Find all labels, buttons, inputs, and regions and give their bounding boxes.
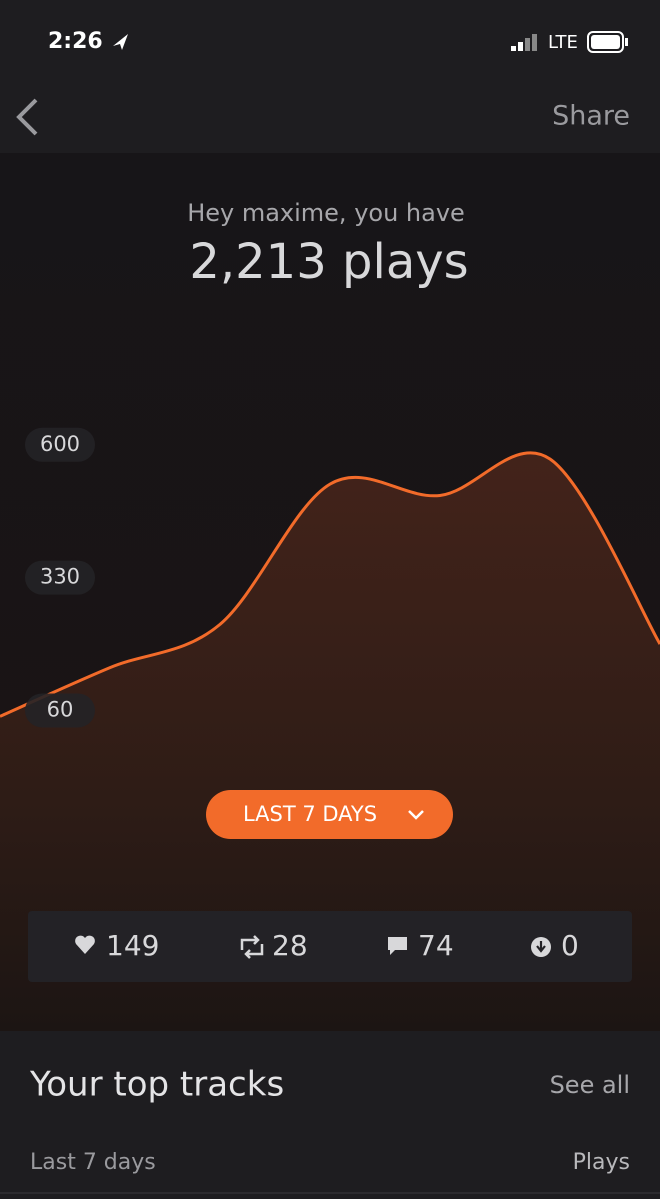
range-label[interactable]: LAST 7 DAYS	[243, 802, 377, 826]
area-line	[0, 451, 660, 718]
y-tick-pill	[25, 560, 95, 595]
like-icon	[75, 935, 95, 954]
status-bar	[0, 0, 660, 80]
comments: 74	[418, 929, 454, 962]
back-button[interactable]	[16, 98, 38, 136]
dropdown-icon[interactable]	[408, 810, 424, 820]
y-tick-pill	[25, 427, 95, 462]
y-tick-label: 600	[40, 432, 80, 456]
area-fill	[0, 452, 660, 1032]
location-icon	[113, 34, 128, 50]
y-tick-label: 330	[40, 565, 80, 589]
time: 2:26	[48, 29, 103, 54]
see-all[interactable]: See all	[550, 1071, 630, 1099]
greeting: Hey maxime, you have	[187, 199, 465, 227]
signal-icon	[511, 34, 537, 51]
y-tick-pill	[25, 693, 95, 728]
battery-icon	[587, 31, 628, 53]
comment-icon	[388, 937, 407, 955]
repost-icon	[240, 935, 264, 959]
top-tracks-title: Your top tracks	[29, 1065, 284, 1105]
stats-bar	[28, 911, 632, 982]
period: Last 7 days	[30, 1150, 156, 1175]
nav-bar	[0, 80, 660, 153]
network: LTE	[548, 32, 578, 53]
chart: 60 330 600	[0, 427, 660, 1032]
range-button[interactable]	[206, 790, 453, 839]
downloads: 0	[561, 929, 579, 962]
total-plays: 2,213 plays	[189, 234, 468, 290]
share-button[interactable]: Share	[552, 101, 630, 132]
plays-column: Plays	[573, 1150, 630, 1175]
likes: 149	[106, 929, 159, 962]
reposts: 28	[272, 929, 308, 962]
y-tick-label: 60	[47, 697, 74, 721]
top-tracks-panel	[0, 1031, 660, 1199]
